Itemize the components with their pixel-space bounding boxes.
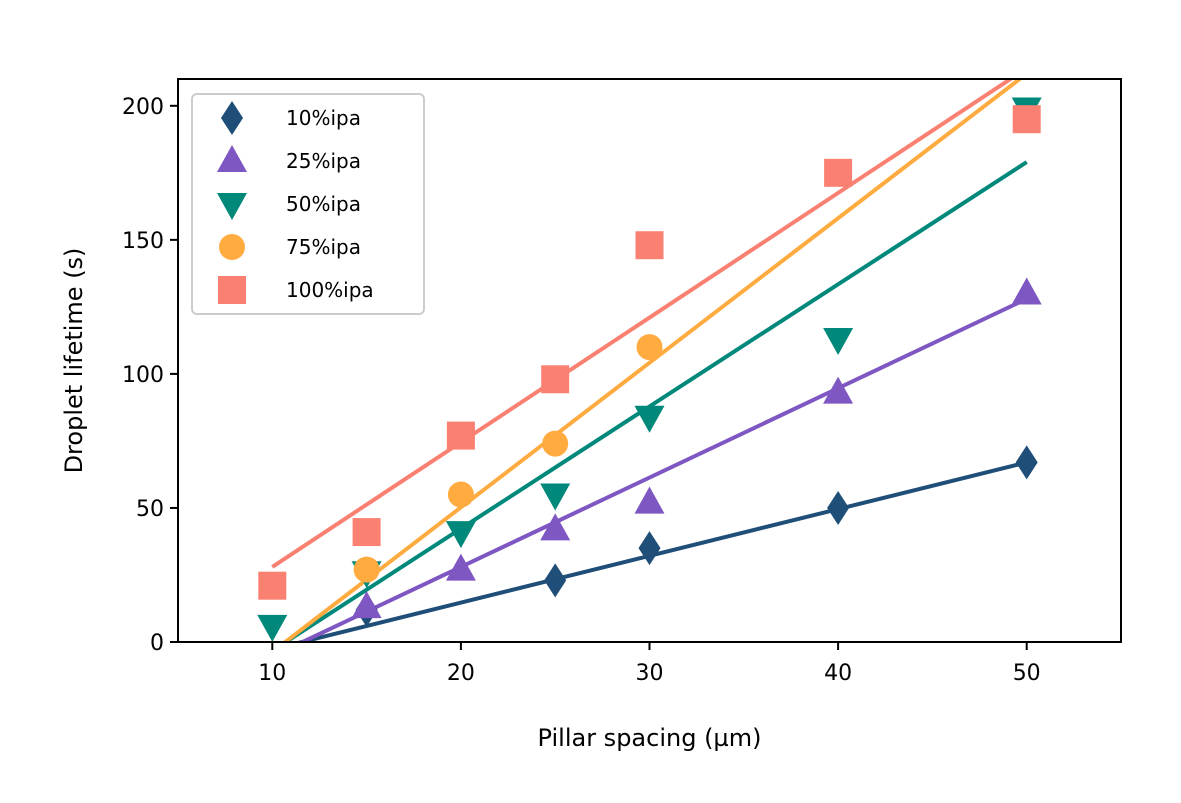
ticks-layer: 10 20 30 40 50 0 50 100 150 200 (122, 95, 1041, 686)
marker-50pct-ipa-20 (445, 521, 476, 549)
marker-50pct-ipa-40 (823, 328, 854, 356)
fit-line-50pct-ipa (282, 160, 1028, 642)
x-tick-label-40: 40 (824, 661, 852, 686)
y-tick-label-100: 100 (122, 363, 164, 388)
legend-marker-10pct-ipa (221, 101, 243, 135)
legend-marker-50pct-ipa (217, 193, 247, 220)
marker-100pct-ipa-30 (635, 231, 664, 260)
marker-100pct-ipa-15 (352, 518, 381, 547)
legend-label-100pct-ipa: 100%ipa (286, 278, 374, 302)
marker-25pct-ipa-50 (1011, 277, 1042, 305)
marker-25pct-ipa-30 (634, 486, 665, 514)
fit-line-100pct-ipa (271, 79, 1015, 569)
marker-10pct-ipa-25 (544, 563, 567, 598)
marker-50pct-ipa-25 (540, 483, 571, 511)
x-tick-label-30: 30 (636, 661, 664, 686)
marker-50pct-ipa-10 (257, 614, 288, 642)
x-tick-label-20: 20 (447, 661, 475, 686)
fit-line-25pct-ipa (297, 297, 1028, 642)
marker-100pct-ipa-40 (824, 158, 853, 187)
legend-label-25pct-ipa: 25%ipa (286, 149, 361, 173)
marker-10pct-ipa-50 (1015, 445, 1038, 480)
marker-100pct-ipa-20 (446, 421, 475, 450)
y-tick-label-50: 50 (136, 497, 164, 522)
marker-100pct-ipa-10 (258, 571, 287, 600)
fit-line-10pct-ipa (293, 460, 1028, 642)
legend-frame (191, 93, 425, 315)
legend-marker-75pct-ipa (219, 234, 245, 260)
legend: 10%ipa 25%ipa 50%ipa 75%ipa 100%ipa (191, 93, 425, 315)
legend-label-10pct-ipa: 10%ipa (286, 106, 361, 130)
y-tick-label-150: 150 (122, 229, 164, 254)
marker-75pct-ipa-15 (353, 556, 380, 583)
marker-50pct-ipa-30 (634, 405, 665, 433)
marker-100pct-ipa-50 (1012, 105, 1041, 134)
legend-marker-25pct-ipa (217, 145, 247, 172)
marker-25pct-ipa-40 (823, 376, 854, 404)
y-tick-label-0: 0 (150, 631, 164, 656)
legend-label-75pct-ipa: 75%ipa (286, 235, 361, 259)
marker-25pct-ipa-15 (351, 591, 382, 619)
marker-25pct-ipa-25 (540, 513, 571, 541)
x-tick-label-10: 10 (258, 661, 286, 686)
x-axis-label: Pillar spacing (µm) (538, 724, 762, 752)
y-axis-label: Droplet lifetime (s) (60, 248, 88, 474)
marker-75pct-ipa-20 (447, 481, 474, 508)
legend-label-50pct-ipa: 50%ipa (286, 192, 361, 216)
plot-frame (177, 78, 1122, 643)
data-markers (257, 97, 1042, 642)
marker-10pct-ipa-40 (827, 490, 850, 525)
legend-marker-100pct-ipa (218, 276, 246, 304)
marker-100pct-ipa-25 (541, 365, 570, 394)
marker-75pct-ipa-30 (636, 334, 663, 361)
y-tick-label-200: 200 (122, 95, 164, 120)
marker-75pct-ipa-25 (542, 430, 569, 457)
x-tick-label-50: 50 (1013, 661, 1041, 686)
marker-10pct-ipa-30 (638, 531, 661, 566)
marker-25pct-ipa-20 (445, 553, 476, 581)
